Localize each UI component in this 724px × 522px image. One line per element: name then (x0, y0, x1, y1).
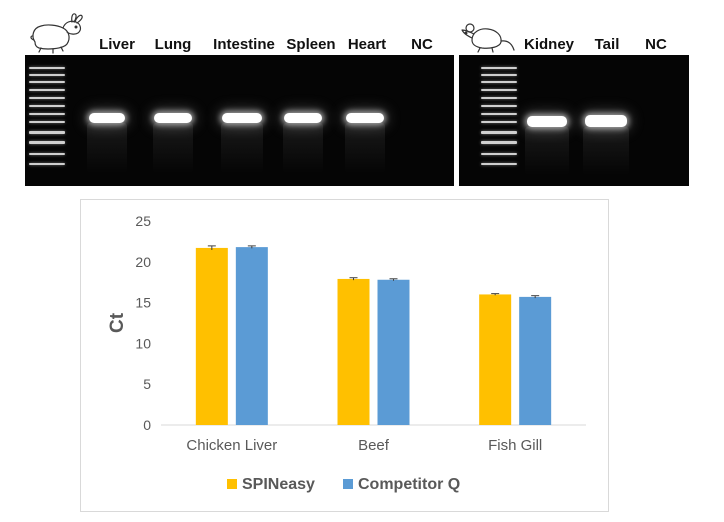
lane-label-lung: Lung (154, 36, 192, 53)
lane-label-heart: Heart (347, 36, 387, 53)
smear (153, 123, 193, 173)
legend-swatch (343, 479, 353, 489)
ladder-band (481, 113, 517, 115)
y-tick-label: 5 (143, 376, 151, 392)
x-tick-label: Chicken Liver (186, 437, 277, 454)
rabbit-icon (30, 13, 83, 54)
lane-label-nc-right: NC (645, 36, 667, 53)
ladder-band (481, 163, 517, 165)
ladder-band (481, 81, 517, 83)
ladder-band (481, 121, 517, 123)
y-tick-label: 0 (143, 417, 151, 433)
lane-label-intestine: Intestine (213, 36, 275, 53)
ladder-band (29, 81, 65, 83)
band-liver (89, 113, 125, 123)
ladder-band (29, 105, 65, 107)
gel-image-right (459, 55, 689, 186)
legend-swatch (227, 479, 237, 489)
band-spleen (284, 113, 322, 123)
band-lung (154, 113, 192, 123)
smear (583, 127, 629, 175)
smear (283, 123, 323, 173)
y-tick-label: 15 (135, 295, 151, 311)
lane-label-spleen: Spleen (286, 36, 336, 53)
ladder-band (29, 153, 65, 155)
ladder-band (481, 97, 517, 99)
ladder-band (29, 163, 65, 165)
smear (345, 123, 385, 173)
bar-competitor-q (235, 247, 268, 425)
bar-spineasy (195, 247, 228, 425)
ladder-band (29, 113, 65, 115)
lane-label-kidney: Kidney (523, 36, 575, 53)
smear (525, 127, 569, 175)
legend-label: SPINeasy (242, 476, 315, 493)
ladder-band (29, 89, 65, 91)
smear (221, 123, 263, 173)
ladder-band (481, 89, 517, 91)
band-intestine (222, 113, 262, 123)
ladder-band (481, 153, 517, 155)
x-tick-label: Beef (358, 437, 390, 454)
ladder-band (29, 74, 65, 76)
ladder-band (481, 141, 517, 144)
ladder-band (29, 131, 65, 134)
lane-label-nc-left: NC (411, 36, 433, 53)
band-tail (585, 115, 627, 127)
bar-spineasy (479, 294, 512, 425)
chart-canvas: 0 5 10 15 20 25 Ct Chicken Liver Beef Fish Gill SP… (107, 213, 586, 493)
mouse-icon (461, 23, 515, 53)
ladder-band (29, 97, 65, 99)
bar-chart: 0 5 10 15 20 25 Ct Chicken Liver Beef Fish Gill SP… (80, 199, 609, 512)
smear (87, 123, 127, 173)
lane-label-liver: Liver (99, 36, 135, 53)
y-tick-label: 10 (135, 335, 151, 351)
band-kidney (527, 116, 567, 127)
y-tick-label: 20 (135, 254, 151, 270)
ladder-band (481, 105, 517, 107)
legend-label: Competitor Q (358, 476, 460, 493)
y-axis-label: Ct (107, 312, 128, 333)
lane-label-tail: Tail (594, 36, 620, 53)
ladder-band (29, 67, 65, 69)
ladder-band (481, 74, 517, 76)
x-tick-label: Fish Gill (488, 437, 542, 454)
ladder-band (29, 121, 65, 123)
ladder-band (481, 131, 517, 134)
band-heart (346, 113, 384, 123)
y-tick-label: 25 (135, 213, 151, 229)
bar-competitor-q (377, 279, 410, 425)
bar-spineasy (337, 278, 370, 425)
ladder-band (481, 67, 517, 69)
ladder-band (29, 141, 65, 144)
bar-competitor-q (519, 296, 552, 425)
gel-image-left (25, 55, 454, 186)
